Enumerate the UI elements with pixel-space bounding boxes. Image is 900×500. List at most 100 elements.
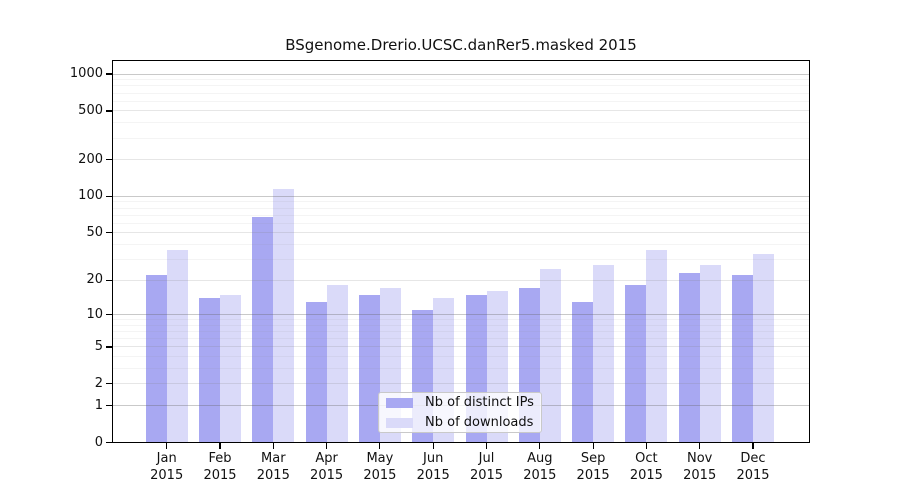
legend-label-downloads: Nb of downloads [425, 415, 534, 430]
x-tick-mark [752, 443, 754, 449]
gridline-mid [113, 346, 809, 348]
bar-distinct-ips-dec [732, 275, 753, 443]
bar-distinct-ips-sep [572, 301, 594, 443]
gridline-mid [113, 110, 809, 112]
gridline-minor [113, 356, 809, 358]
gridline-major [113, 73, 809, 75]
gridline-minor [113, 85, 809, 87]
y-tick-label: 0 [94, 434, 103, 450]
gridline-minor [113, 214, 809, 216]
gridline-minor [113, 92, 809, 94]
x-tick-mark [379, 443, 381, 449]
x-tick-mark [432, 443, 434, 449]
bar-distinct-ips-may [358, 294, 380, 443]
x-tick-label-aug: Aug 2015 [523, 451, 557, 483]
y-tick-label: 10 [86, 306, 103, 322]
y-tick-mark [106, 159, 112, 161]
gridline-minor [113, 331, 809, 333]
gridline-minor [113, 243, 809, 245]
bar-distinct-ips-apr [305, 301, 327, 443]
y-tick-label: 1 [94, 397, 103, 413]
bar-downloads-jan [166, 249, 188, 443]
gridline-mid [113, 383, 809, 385]
bar-downloads-apr [326, 285, 348, 443]
bar-downloads-oct [646, 249, 668, 443]
x-tick-mark [485, 443, 488, 449]
bar-distinct-ips-mar [252, 216, 274, 443]
y-tick-label: 20 [86, 272, 103, 288]
y-tick-mark [106, 441, 112, 444]
gridline-minor [113, 79, 809, 81]
y-tick-mark [106, 232, 112, 234]
gridline-mid [113, 279, 809, 281]
y-tick-mark [106, 110, 112, 112]
legend-label-distinct-ips: Nb of distinct IPs [425, 395, 534, 410]
gridline-minor [113, 258, 809, 260]
bar-downloads-nov [699, 264, 721, 443]
gridline-minor [113, 338, 809, 340]
y-tick-mark [106, 73, 112, 75]
y-tick-label: 100 [78, 188, 103, 204]
y-tick-mark [106, 404, 112, 407]
y-tick-mark [106, 279, 112, 281]
y-tick-label: 50 [86, 224, 103, 240]
x-tick-label-mar: Mar 2015 [256, 451, 290, 483]
bar-downloads-dec [753, 254, 774, 443]
y-tick-label: 200 [78, 151, 103, 167]
bar-distinct-ips-oct [625, 285, 647, 443]
y-tick-mark [106, 383, 112, 385]
bar-distinct-ips-feb [199, 298, 220, 443]
x-tick-mark [166, 443, 168, 449]
x-tick-mark [272, 443, 274, 449]
y-tick-label: 5 [94, 338, 103, 354]
x-tick-label-nov: Nov 2015 [683, 451, 717, 483]
x-tick-mark [592, 443, 594, 449]
y-tick-label: 500 [78, 102, 103, 118]
x-tick-mark [699, 443, 701, 449]
x-tick-mark [645, 443, 647, 449]
legend-item-distinct-ips: Nb of distinct IPs [386, 395, 541, 410]
y-tick-label: 2 [94, 375, 103, 391]
y-tick-label: 1000 [69, 66, 103, 81]
bar-downloads-sep [593, 264, 615, 443]
legend-item-downloads: Nb of downloads [386, 415, 541, 430]
x-tick-mark [539, 443, 541, 449]
gridline-minor [113, 201, 809, 203]
gridline-mid [113, 159, 809, 161]
bar-downloads-feb [220, 294, 241, 443]
distinct-ips-swatch-icon [386, 397, 413, 408]
gridline-minor [113, 100, 809, 102]
x-tick-label-dec: Dec 2015 [736, 451, 770, 483]
x-tick-label-may: May 2015 [363, 451, 397, 483]
x-tick-label-jun: Jun 2015 [416, 451, 450, 483]
gridline-minor [113, 324, 809, 326]
gridline-minor [113, 319, 809, 321]
gridline-minor [113, 137, 809, 139]
x-tick-label-oct: Oct 2015 [629, 451, 663, 483]
gridline-major [113, 195, 809, 197]
gridline-minor [113, 222, 809, 224]
y-tick-mark [106, 314, 112, 316]
x-tick-mark [219, 443, 221, 449]
downloads-swatch-icon [386, 417, 413, 428]
x-tick-label-jul: Jul 2015 [469, 451, 504, 483]
gridline-mid [113, 232, 809, 234]
legend: Nb of distinct IPs Nb of downloads [378, 392, 542, 433]
gridline-minor [113, 207, 809, 209]
x-tick-label-apr: Apr 2015 [310, 451, 344, 483]
gridline-minor [113, 122, 809, 124]
gridline-major [113, 314, 809, 316]
x-tick-label-feb: Feb 2015 [203, 451, 237, 483]
y-tick-mark [106, 346, 112, 348]
bar-downloads-mar [273, 189, 295, 443]
y-tick-mark [106, 195, 112, 197]
x-tick-label-sep: Sep 2015 [576, 451, 610, 483]
gridline-minor [113, 368, 809, 370]
x-tick-label-jan: Jan 2015 [150, 451, 184, 483]
bar-distinct-ips-jan [145, 275, 167, 443]
bar-distinct-ips-nov [678, 272, 700, 443]
bar-downloads-aug [539, 268, 561, 443]
x-tick-mark [326, 443, 328, 449]
chart-title: BSgenome.Drerio.UCSC.danRer5.masked 2015 [285, 36, 637, 54]
